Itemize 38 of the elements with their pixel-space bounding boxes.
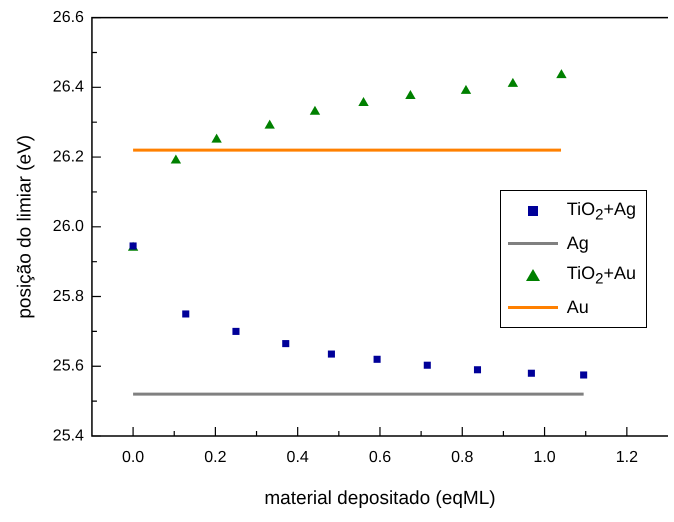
y-tick-label: 26.6 xyxy=(52,9,84,26)
y-axis-title: posição do limiar (eV) xyxy=(14,134,36,319)
x-tick-label: 0.0 xyxy=(122,449,144,466)
point xyxy=(474,366,482,374)
legend-label: Au xyxy=(566,296,589,318)
y-tick-label: 25.8 xyxy=(52,288,84,305)
y-tick-label: 26.4 xyxy=(52,78,84,96)
point xyxy=(170,154,182,164)
point xyxy=(232,328,240,335)
x-tick-label: 1.0 xyxy=(533,449,556,466)
x-axis-title: material depositado (eqML) xyxy=(264,488,496,509)
point xyxy=(310,106,320,115)
x-tick-label: 0.6 xyxy=(368,449,392,466)
y-tick-label: 26.0 xyxy=(52,218,84,236)
point xyxy=(460,84,472,94)
legend-label: TiO$_{2}$+Ag xyxy=(566,198,636,224)
point xyxy=(328,350,335,358)
point xyxy=(264,120,275,129)
point xyxy=(211,134,222,143)
x-tick-label: 0.2 xyxy=(204,449,227,466)
point xyxy=(405,90,416,100)
y-tick-label: 26.2 xyxy=(52,148,84,166)
point xyxy=(580,371,588,379)
point xyxy=(358,97,369,106)
x-tick-label: 0.8 xyxy=(451,449,474,466)
y-tick-label: 25.6 xyxy=(52,358,84,375)
point xyxy=(374,356,381,363)
point xyxy=(282,340,290,348)
x-tick-label: 1.2 xyxy=(616,449,638,466)
point xyxy=(182,310,190,318)
point xyxy=(528,370,535,377)
point xyxy=(556,69,567,78)
x-tick-label: 0.4 xyxy=(286,449,309,466)
point xyxy=(508,78,518,87)
legend-label: TiO$_{2}$+Au xyxy=(566,262,636,288)
legend-label: Ag xyxy=(566,232,589,254)
point xyxy=(424,362,431,369)
y-tick-label: 25.4 xyxy=(52,427,84,444)
